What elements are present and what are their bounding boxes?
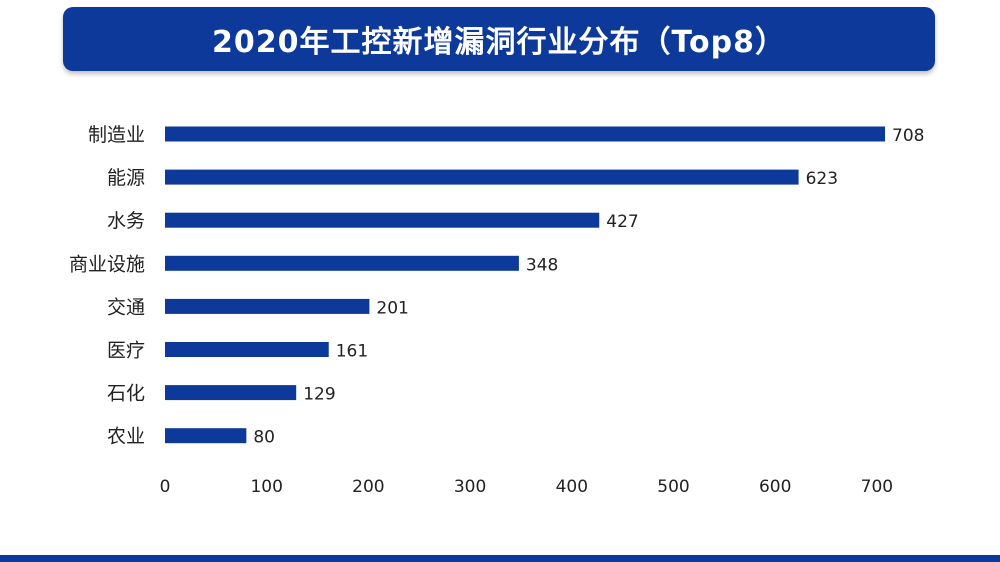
x-tick-label: 300	[454, 477, 486, 497]
category-label: 水务	[107, 210, 145, 232]
data-label: 623	[806, 169, 838, 189]
data-label: 708	[892, 126, 924, 146]
category-label: 交通	[107, 296, 145, 318]
title-banner: 2020年工控新增漏洞行业分布（Top8）	[63, 7, 935, 71]
bar	[165, 255, 519, 271]
x-tick-label: 0	[160, 477, 171, 497]
x-tick-label: 100	[250, 477, 282, 497]
bar	[165, 298, 370, 314]
category-label: 制造业	[88, 124, 145, 146]
bar	[165, 126, 886, 142]
bar	[165, 428, 247, 444]
data-label: 427	[606, 212, 638, 232]
category-label: 能源	[107, 167, 145, 189]
category-label: 农业	[107, 426, 145, 448]
data-label: 201	[376, 298, 408, 318]
x-tick-label: 200	[352, 477, 384, 497]
data-label: 161	[336, 342, 368, 362]
x-tick-label: 700	[861, 477, 893, 497]
chart-title: 2020年工控新增漏洞行业分布（Top8）	[212, 25, 786, 60]
data-label: 348	[526, 255, 558, 275]
bar	[165, 169, 799, 185]
category-label: 石化	[107, 383, 145, 405]
data-label: 129	[303, 385, 335, 405]
data-label: 80	[253, 428, 275, 448]
x-tick-label: 500	[657, 477, 689, 497]
x-tick-label: 400	[556, 477, 588, 497]
category-label: 医疗	[107, 340, 145, 362]
category-label: 商业设施	[69, 253, 145, 275]
bottom-band	[0, 555, 1000, 562]
x-tick-label: 600	[759, 477, 791, 497]
bar	[165, 385, 297, 401]
bar	[165, 212, 600, 228]
bar	[165, 342, 329, 357]
